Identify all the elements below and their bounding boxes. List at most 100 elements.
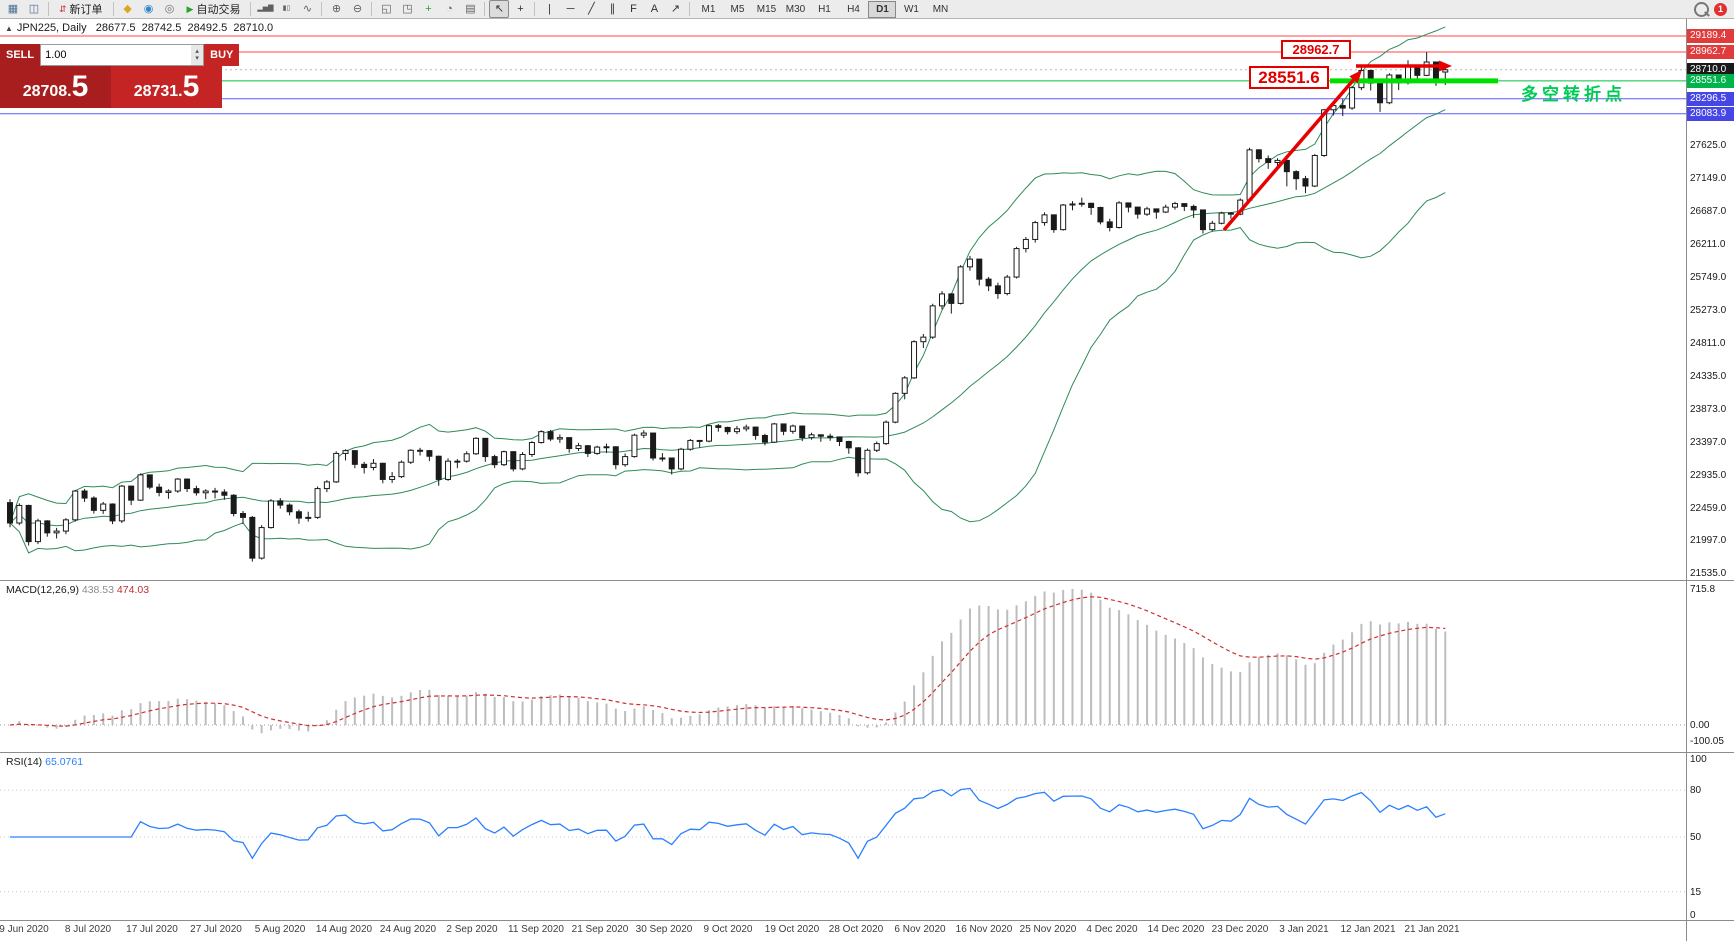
text-label-icon[interactable]: A: [650, 3, 659, 15]
date-label: 3 Jan 2021: [1279, 924, 1329, 935]
chart-annotations: [1222, 60, 1498, 232]
volume-up-icon[interactable]: ▴: [195, 48, 199, 55]
volume-down-icon[interactable]: ▾: [195, 55, 199, 62]
symbol-ohlc-line: ▲ JPN225, Daily 28677.5 28742.5 28492.5 2…: [5, 22, 274, 34]
buy-price[interactable]: 28731. 5: [111, 66, 222, 108]
date-label: 6 Nov 2020: [894, 924, 946, 935]
price-axis-label: 21535.0: [1690, 567, 1727, 579]
zoom-out-icon[interactable]: ⊖: [352, 3, 363, 15]
new-chart-icon[interactable]: ▦: [7, 3, 19, 15]
timeframe-w1[interactable]: W1: [903, 3, 919, 15]
one-click-collapse-icon[interactable]: ▲: [5, 24, 13, 33]
volume-spinner: ▴ ▾: [191, 45, 204, 65]
horizontal-line-icon[interactable]: ─: [566, 3, 575, 15]
channel-icon[interactable]: ∥: [609, 3, 616, 15]
cursor-icon[interactable]: ↖: [489, 0, 510, 18]
rsi-indicator-pane[interactable]: [0, 753, 1686, 920]
date-label: 11 Sep 2020: [508, 924, 564, 935]
price-annotation-label: 28962.7: [1281, 40, 1351, 59]
favorites-icon[interactable]: ◆: [123, 3, 132, 15]
date-label: 12 Jan 2021: [1340, 924, 1396, 935]
rsi-axis-label: 15: [1690, 886, 1702, 898]
date-label: 24 Aug 2020: [379, 924, 437, 935]
timeframe-d1[interactable]: D1: [868, 0, 897, 18]
market-watch-icon[interactable]: ◉: [143, 3, 154, 15]
price-axis-label: 24811.0: [1690, 337, 1726, 349]
date-label: 21 Jan 2021: [1404, 924, 1460, 935]
date-label: 21 Sep 2020: [571, 924, 629, 935]
time-axis[interactable]: 9 Jun 2020 8 Jul 2020 17 Jul 2020 27 Jul 20…: [0, 920, 1686, 941]
autotrading-button[interactable]: ▶ 自动交易: [181, 0, 247, 18]
macd-axis-label: 0.00: [1690, 720, 1710, 731]
vertical-line-icon[interactable]: |: [548, 3, 551, 15]
timeframe-m1[interactable]: M1: [701, 3, 716, 15]
templates-icon[interactable]: ▤: [465, 3, 476, 15]
macd-canvas[interactable]: [0, 581, 1686, 752]
trendline-icon[interactable]: ╱: [588, 3, 595, 15]
pane-separator-macd[interactable]: [0, 580, 1734, 581]
fibonacci-icon[interactable]: F: [630, 3, 637, 15]
toolbar-separator: [112, 2, 114, 16]
toolbar: ▦ ◫ ⇵ 新订单 ◆ ◉ ◎ ▶ 自动交易 ▂▅▇ ▮▯ ∿ ⊕ ⊖ ◱ ◳ + ◔ ▤ ↖ + | ─ ╱ ∥ F A ↗ M1 M…: [0, 0, 1734, 19]
date-label: 28 Oct 2020: [828, 924, 884, 935]
zoom-in-icon[interactable]: ⊕: [331, 3, 342, 15]
new-order-icon: ⇵: [59, 3, 67, 14]
price-level-badge: 28710.0: [1687, 62, 1734, 77]
timeframe-h4[interactable]: H4: [847, 3, 860, 15]
rsi-line: [10, 787, 1446, 860]
add-indicator-icon[interactable]: +: [425, 3, 432, 15]
sell-price[interactable]: 28708. 5: [0, 66, 111, 108]
rsi-indicator-label: RSI(14) 65.0761: [6, 756, 84, 768]
buy-button[interactable]: BUY: [204, 44, 240, 66]
notification-badge[interactable]: 1: [1714, 2, 1727, 16]
sell-button[interactable]: SELL: [0, 44, 41, 66]
price-axis-label: 22935.0: [1690, 469, 1727, 481]
toolbar-right-group: 1: [1694, 1, 1731, 17]
one-click-trading-panel: SELL ▴ ▾ BUY 28708.5 28731.5: [0, 44, 240, 108]
macd-indicator-pane[interactable]: [0, 581, 1686, 752]
volume-input[interactable]: [41, 45, 192, 65]
main-chart-canvas[interactable]: [0, 19, 1686, 580]
candlestick-chart-icon[interactable]: ▮▯: [282, 5, 291, 12]
cascade-windows-icon[interactable]: ◳: [402, 3, 413, 15]
crosshair-icon[interactable]: +: [517, 3, 524, 15]
pane-separator-rsi[interactable]: [0, 752, 1734, 753]
main-chart-pane[interactable]: [0, 19, 1686, 580]
line-chart-icon[interactable]: ∿: [302, 3, 313, 15]
rsi-axis-label: 80: [1690, 785, 1702, 797]
chart-profiles-icon[interactable]: ◫: [28, 3, 40, 15]
date-label: 5 Aug 2020: [254, 924, 306, 935]
price-axis-label: 23397.0: [1690, 437, 1727, 449]
price-axis-label: 27149.0: [1690, 173, 1727, 185]
price-axis-label: 25273.0: [1690, 305, 1727, 317]
tile-windows-icon[interactable]: ◱: [381, 3, 392, 15]
timeframe-m15[interactable]: M15: [756, 3, 777, 15]
price-level-badge: 28962.7: [1687, 44, 1734, 59]
bollinger-bands: [9, 26, 1446, 554]
timeframe-mn[interactable]: MN: [932, 3, 949, 15]
toolbar-separator: [371, 2, 373, 16]
new-order-button[interactable]: ⇵ 新订单: [53, 0, 109, 18]
timeframe-m30[interactable]: M30: [785, 3, 806, 15]
price-axis-label: 24335.0: [1690, 371, 1727, 383]
volume-box: ▴ ▾: [40, 44, 205, 66]
rsi-axis-label: 50: [1690, 832, 1702, 843]
macd-axis-label: 715.8: [1690, 584, 1716, 595]
search-icon[interactable]: [1694, 1, 1709, 17]
price-level-badge: 28551.6: [1687, 73, 1734, 88]
bar-chart-icon[interactable]: ▂▅▇: [257, 5, 274, 12]
period-clock-icon[interactable]: ◔: [446, 3, 453, 15]
toolbar-left-group: ▦ ◫ ⇵ 新订单 ◆ ◉ ◎ ▶ 自动交易 ▂▅▇ ▮▯ ∿ ⊕ ⊖ ◱ ◳ + ◔ ▤ ↖ + | ─ ╱ ∥ F A ↗: [3, 0, 693, 18]
candles-series: [7, 52, 1449, 562]
timeframe-h1[interactable]: H1: [818, 3, 831, 15]
autotrading-button-label: 自动交易: [196, 4, 241, 16]
date-label: 9 Oct 2020: [703, 924, 753, 935]
rsi-axis-label: 0: [1690, 910, 1696, 921]
date-label: 27 Jul 2020: [190, 924, 242, 935]
price-level-badge: 28296.5: [1687, 91, 1734, 106]
arrow-tools-icon[interactable]: ↗: [670, 3, 681, 15]
price-axis[interactable]: 27625.0 27149.0 26687.0 26211.0 25749.0 25273…: [1686, 19, 1734, 941]
rsi-canvas[interactable]: [0, 753, 1686, 920]
terminal-icon[interactable]: ◎: [164, 3, 175, 15]
timeframe-m5[interactable]: M5: [730, 3, 745, 15]
